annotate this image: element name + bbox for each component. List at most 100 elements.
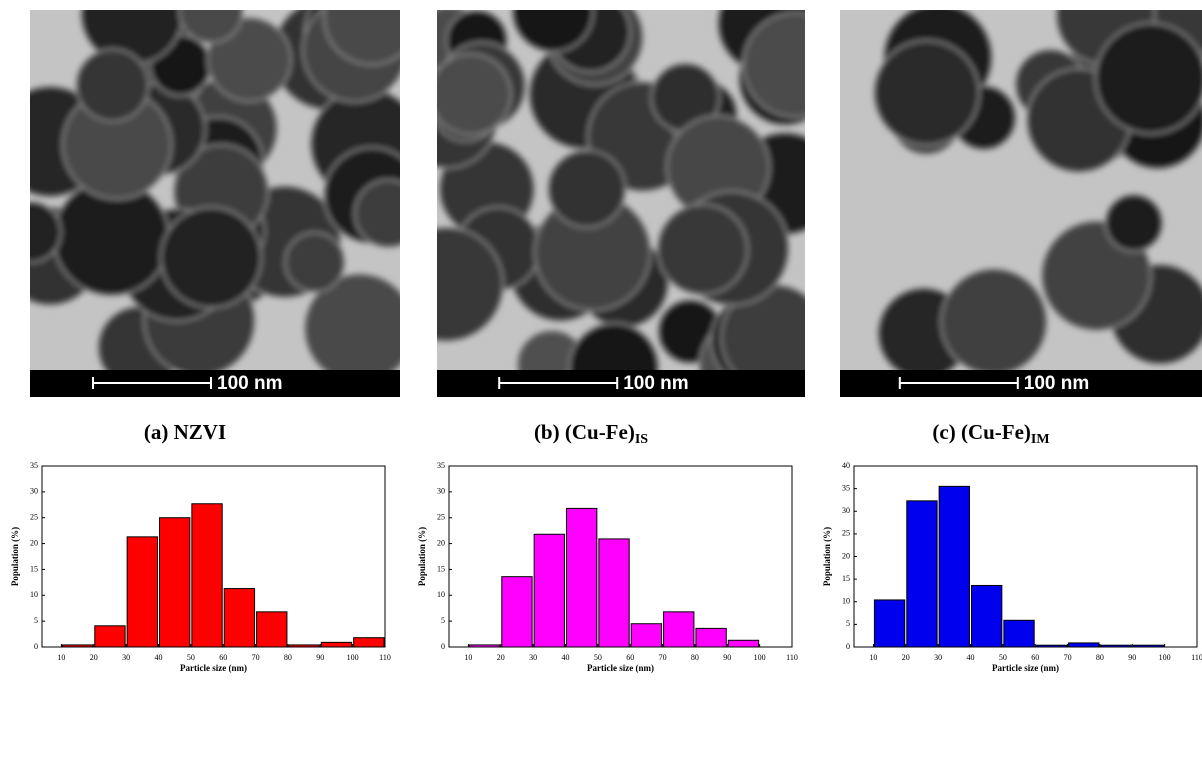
- y-axis-label: Population (%): [417, 527, 427, 586]
- scale-bar-band: [437, 370, 805, 397]
- x-axis-label: Particle size (nm): [992, 663, 1059, 673]
- y-tick-label: 15: [437, 564, 445, 573]
- y-tick-label: 15: [30, 564, 38, 573]
- bar: [95, 626, 125, 647]
- scale-bar-band: [840, 370, 1202, 397]
- tem-image: 100 nm: [840, 0, 1202, 397]
- y-tick-label: 20: [842, 551, 850, 560]
- y-tick-label: 35: [437, 461, 445, 470]
- bar: [224, 589, 254, 647]
- caption: (b) (Cu-Fe)IS: [534, 420, 648, 447]
- y-tick-label: 5: [34, 616, 38, 625]
- particle: [548, 150, 625, 227]
- bar: [874, 600, 904, 647]
- x-tick-label: 30: [529, 653, 537, 662]
- x-tick-label: 30: [934, 653, 942, 662]
- x-tick-label: 80: [284, 653, 292, 662]
- x-tick-label: 50: [594, 653, 602, 662]
- particle: [941, 269, 1046, 374]
- caption: (c) (Cu-Fe)IM: [932, 420, 1049, 447]
- bar: [971, 585, 1001, 647]
- y-tick-label: 10: [30, 590, 38, 599]
- particle: [569, 323, 658, 412]
- x-tick-label: 100: [347, 653, 359, 662]
- scale-bar-label: 100 nm: [1024, 373, 1089, 394]
- particle: [658, 204, 748, 294]
- tem-image: 100 nm: [0, 0, 422, 397]
- x-tick-label: 10: [464, 653, 472, 662]
- bar: [62, 645, 92, 647]
- x-tick-label: 100: [754, 653, 766, 662]
- y-tick-label: 20: [437, 538, 445, 547]
- y-tick-label: 35: [30, 461, 38, 470]
- x-tick-label: 70: [252, 653, 260, 662]
- bar: [469, 645, 499, 647]
- bar: [728, 640, 758, 647]
- y-tick-label: 5: [846, 619, 850, 628]
- y-tick-label: 0: [34, 642, 38, 651]
- bar: [289, 645, 319, 647]
- bar: [502, 577, 532, 647]
- x-tick-label: 70: [1064, 653, 1072, 662]
- x-tick-label: 10: [869, 653, 877, 662]
- y-tick-label: 25: [30, 513, 38, 522]
- bar: [664, 612, 694, 647]
- y-tick-label: 40: [842, 461, 850, 470]
- bar: [1004, 620, 1034, 647]
- particle: [0, 202, 61, 263]
- y-tick-label: 10: [437, 590, 445, 599]
- x-tick-label: 50: [187, 653, 195, 662]
- tem-image: 100 nm: [390, 0, 848, 422]
- caption-subscript: IS: [635, 432, 648, 447]
- bar: [1069, 643, 1099, 647]
- bar: [159, 518, 189, 647]
- particle: [430, 54, 511, 135]
- particle: [76, 49, 148, 121]
- x-tick-label: 90: [1128, 653, 1136, 662]
- bar: [1133, 645, 1163, 647]
- y-tick-label: 20: [30, 538, 38, 547]
- x-tick-label: 60: [1031, 653, 1039, 662]
- particle: [285, 233, 344, 292]
- x-axis-label: Particle size (nm): [180, 663, 247, 673]
- scale-bar-label: 100 nm: [623, 373, 688, 394]
- particle: [161, 207, 261, 307]
- bar: [321, 642, 351, 647]
- x-tick-label: 10: [57, 653, 65, 662]
- bar: [1036, 645, 1066, 647]
- caption-subscript: IM: [1031, 432, 1050, 447]
- y-tick-label: 35: [842, 483, 850, 492]
- y-tick-label: 25: [437, 513, 445, 522]
- y-axis-label: Population (%): [822, 527, 832, 586]
- x-tick-label: 20: [90, 653, 98, 662]
- y-tick-label: 0: [441, 642, 445, 651]
- caption: (a) NZVI: [144, 420, 226, 444]
- y-tick-label: 5: [441, 616, 445, 625]
- scale-bar-band: [30, 370, 400, 397]
- bar: [127, 537, 157, 647]
- bar: [566, 508, 596, 647]
- bar: [599, 539, 629, 647]
- bar: [1101, 645, 1131, 647]
- bar: [192, 504, 222, 647]
- x-tick-label: 20: [497, 653, 505, 662]
- y-tick-label: 30: [30, 487, 38, 496]
- x-tick-label: 20: [902, 653, 910, 662]
- image-content: [390, 0, 848, 422]
- x-tick-label: 110: [786, 653, 798, 662]
- y-tick-label: 25: [842, 529, 850, 538]
- y-axis-label: Population (%): [10, 527, 20, 586]
- x-tick-label: 50: [999, 653, 1007, 662]
- y-tick-label: 30: [437, 487, 445, 496]
- bar: [631, 624, 661, 647]
- x-tick-label: 60: [626, 653, 634, 662]
- figure: 100 nm(a) NZVI05101520253035102030405060…: [0, 0, 1202, 763]
- bar: [534, 534, 564, 647]
- x-tick-label: 40: [966, 653, 974, 662]
- particle: [743, 13, 847, 117]
- x-tick-label: 60: [219, 653, 227, 662]
- x-tick-label: 30: [122, 653, 130, 662]
- caption-text: (b) (Cu-Fe): [534, 420, 635, 444]
- particle: [355, 180, 422, 247]
- y-tick-label: 0: [846, 642, 850, 651]
